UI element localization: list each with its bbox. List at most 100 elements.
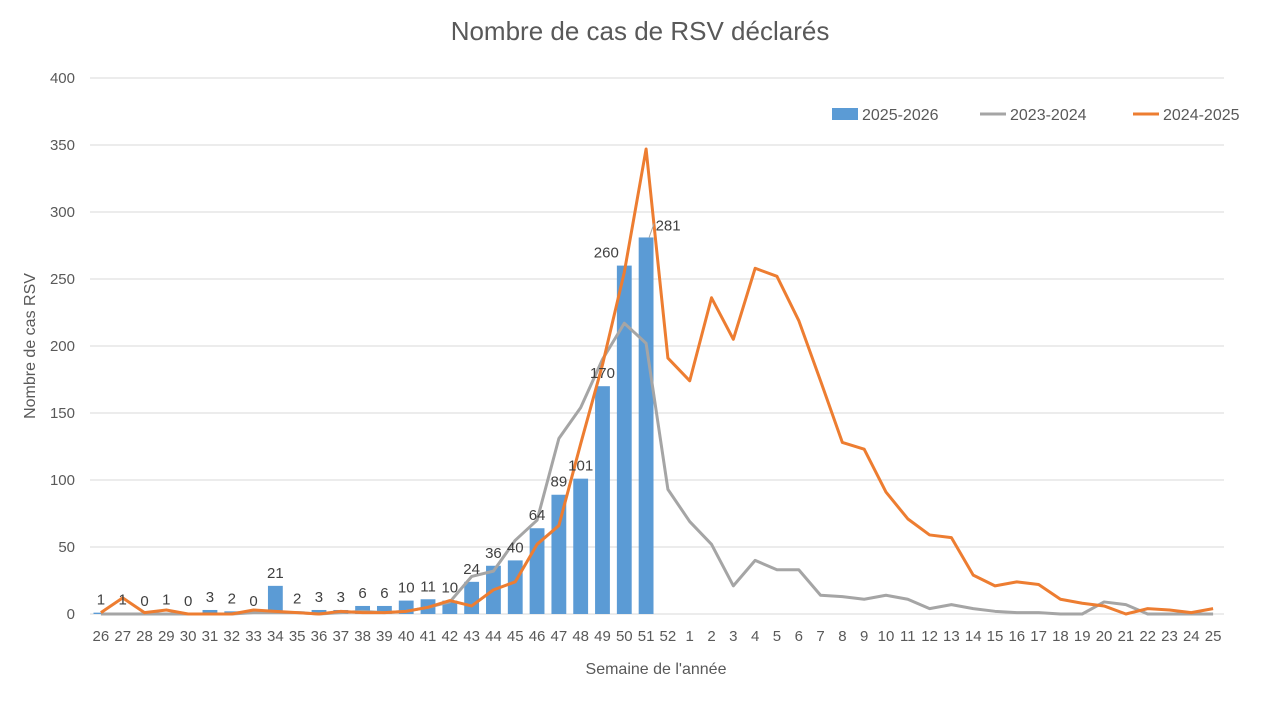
chart-title: Nombre de cas de RSV déclarés (451, 16, 830, 46)
x-tick-label: 31 (202, 628, 219, 645)
data-label: 1 (119, 592, 127, 609)
x-tick-label: 6 (795, 628, 803, 645)
data-label: 281 (656, 217, 681, 234)
x-tick-label: 50 (616, 628, 633, 645)
x-tick-label: 37 (332, 628, 349, 645)
data-label: 0 (184, 593, 192, 610)
x-tick-label: 42 (441, 628, 458, 645)
x-tick-label: 24 (1183, 628, 1200, 645)
bar (551, 494, 567, 614)
legend: 2025-2026 2023-2024 2024-2025 (832, 107, 1240, 124)
bar (507, 560, 523, 614)
legend-label: 2025-2026 (862, 107, 939, 124)
x-tick-label: 39 (376, 628, 393, 645)
x-tick-label: 35 (289, 628, 306, 645)
x-tick-label: 52 (660, 628, 677, 645)
x-tick-label: 33 (245, 628, 262, 645)
y-tick-label: 200 (50, 338, 75, 355)
bar (573, 478, 589, 614)
x-tick-label: 8 (838, 628, 846, 645)
x-tick-label: 44 (485, 628, 502, 645)
x-tick-label: 4 (751, 628, 759, 645)
bar (376, 605, 392, 614)
y-tick-label: 300 (50, 204, 75, 221)
data-label-leader (648, 223, 655, 238)
data-label: 0 (249, 593, 257, 610)
x-tick-label: 26 (93, 628, 110, 645)
data-label: 36 (485, 545, 502, 562)
y-tick-label: 250 (50, 271, 75, 288)
data-label: 40 (507, 539, 524, 556)
data-label: 3 (337, 589, 345, 606)
data-label: 11 (420, 578, 436, 595)
x-tick-label: 34 (267, 628, 284, 645)
data-label: 21 (267, 565, 284, 582)
bar (267, 585, 283, 614)
bar (595, 386, 610, 614)
data-label: 10 (441, 580, 458, 597)
legend-swatch-2025-2026 (832, 108, 858, 120)
x-tick-label: 18 (1052, 628, 1069, 645)
x-tick-label: 20 (1096, 628, 1113, 645)
y-axis-label: Nombre de cas RSV (22, 273, 39, 419)
data-label: 24 (463, 561, 480, 578)
x-tick-label: 29 (158, 628, 175, 645)
x-tick-label: 15 (987, 628, 1004, 645)
bar (616, 265, 632, 614)
bar (638, 237, 654, 614)
x-tick-label: 5 (773, 628, 781, 645)
y-tick-label: 100 (50, 472, 75, 489)
x-tick-label: 2 (707, 628, 715, 645)
data-label: 260 (594, 245, 619, 262)
x-axis-label: Semaine de l'année (586, 661, 727, 678)
bar (202, 609, 218, 614)
x-tick-label: 45 (507, 628, 524, 645)
x-tick-label: 3 (729, 628, 737, 645)
x-tick-label: 25 (1205, 628, 1222, 645)
bar (93, 612, 109, 614)
x-tick-label: 46 (529, 628, 546, 645)
data-label: 6 (358, 585, 366, 602)
x-tick-label: 7 (816, 628, 824, 645)
x-tick-label: 10 (878, 628, 895, 645)
x-tick-label: 36 (311, 628, 328, 645)
x-tick-label: 51 (638, 628, 655, 645)
legend-label: 2024-2025 (1163, 107, 1240, 124)
data-label: 3 (206, 589, 214, 606)
x-tick-label: 17 (1030, 628, 1047, 645)
x-tick-label: 14 (965, 628, 982, 645)
x-tick-label: 9 (860, 628, 868, 645)
data-label: 0 (140, 593, 148, 610)
data-label: 2 (228, 590, 236, 607)
data-label: 89 (551, 474, 568, 491)
data-label: 6 (380, 585, 388, 602)
x-tick-label: 38 (354, 628, 371, 645)
x-tick-label: 12 (921, 628, 938, 645)
x-tick-label: 22 (1139, 628, 1156, 645)
y-tick-label: 50 (58, 539, 75, 556)
data-label: 170 (590, 365, 615, 382)
data-label: 3 (315, 589, 323, 606)
x-tick-label: 30 (180, 628, 197, 645)
x-tick-label: 40 (398, 628, 415, 645)
x-tick-label: 21 (1118, 628, 1135, 645)
x-tick-label: 23 (1161, 628, 1178, 645)
bar (311, 609, 327, 614)
x-tick-label: 28 (136, 628, 153, 645)
line-2024-2025 (100, 147, 1214, 616)
y-tick-label: 150 (50, 405, 75, 422)
data-label: 10 (398, 580, 415, 597)
x-tick-label: 1 (686, 628, 694, 645)
x-tick-label: 13 (943, 628, 960, 645)
x-tick-label: 49 (594, 628, 611, 645)
data-label: 1 (162, 592, 170, 609)
x-tick-label: 41 (420, 628, 437, 645)
x-tick-label: 32 (223, 628, 240, 645)
y-tick-label: 0 (67, 606, 75, 623)
x-tick-label: 19 (1074, 628, 1091, 645)
y-tick-label: 350 (50, 137, 75, 154)
legend-label: 2023-2024 (1010, 107, 1087, 124)
x-tick-label: 43 (463, 628, 480, 645)
data-label: 101 (568, 458, 593, 475)
